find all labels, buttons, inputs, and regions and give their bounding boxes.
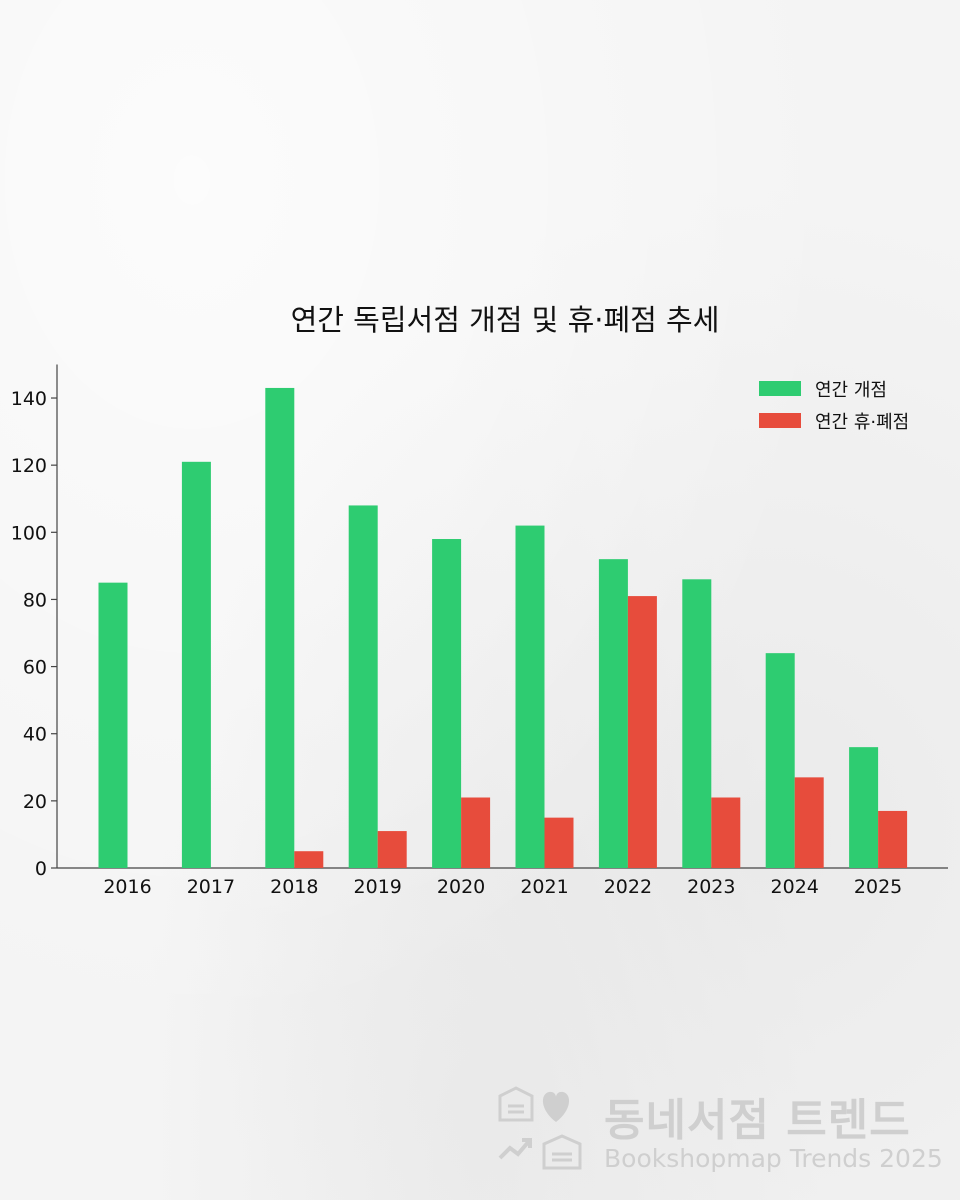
y-tick-label: 140 — [11, 388, 47, 410]
x-tick-label: 2020 — [437, 876, 485, 898]
bar-closures-2023 — [711, 797, 741, 868]
y-tick-label: 120 — [11, 455, 47, 477]
trend-arrow-icon — [498, 1138, 532, 1160]
bar-openings-2025 — [849, 747, 879, 868]
bar-openings-2017 — [181, 461, 211, 868]
x-tick-label: 2017 — [187, 876, 235, 898]
bar-openings-2020 — [432, 539, 462, 868]
y-tick-label: 60 — [23, 657, 47, 679]
bar-closures-2022 — [627, 596, 657, 868]
bar-closures-2021 — [544, 817, 574, 868]
bar-openings-2021 — [515, 525, 545, 868]
axes: 0 20 40 60 80 100 120 140 2016 2017 2018 2019 2020 20… — [11, 364, 948, 898]
bar-closures-2025 — [878, 810, 908, 868]
bar-closures-2018 — [294, 851, 324, 868]
bar-closures-2020 — [461, 797, 491, 868]
bar-openings-2016 — [98, 582, 128, 868]
x-tick-label: 2021 — [520, 876, 568, 898]
bar-closures-2019 — [377, 831, 407, 868]
bar-closures-2024 — [794, 777, 824, 868]
y-tick-label: 40 — [23, 724, 47, 746]
x-tick-label: 2018 — [270, 876, 318, 898]
bar-openings-2019 — [348, 505, 378, 868]
x-tick-label: 2023 — [687, 876, 735, 898]
bar-openings-2018 — [265, 387, 295, 868]
bookshop-icon — [542, 1134, 582, 1170]
bookshop-icon — [498, 1086, 534, 1122]
watermark-title: 동네서점 트렌드 — [604, 1095, 911, 1146]
watermark: 동네서점 트렌드 Bookshopmap Trends 2025 — [496, 1084, 943, 1174]
y-tick-label: 80 — [23, 589, 47, 611]
x-tick-label: 2019 — [354, 876, 402, 898]
x-tick-label: 2022 — [604, 876, 652, 898]
chart-title: 연간 독립서점 개점 및 휴·폐점 추세 — [291, 303, 720, 337]
heart-icon — [542, 1091, 570, 1122]
bar-openings-2024 — [765, 653, 795, 868]
y-tick-label: 20 — [23, 791, 47, 813]
bars — [98, 387, 908, 868]
x-tick-label: 2016 — [103, 876, 151, 898]
legend-swatch — [759, 413, 801, 428]
bar-openings-2023 — [682, 579, 712, 868]
y-tick-label: 0 — [35, 858, 47, 880]
y-tick-label: 100 — [11, 522, 47, 544]
legend-label: 연간 휴·폐점 — [815, 412, 909, 433]
legend-swatch — [759, 381, 801, 396]
watermark-subtitle: Bookshopmap Trends 2025 — [604, 1144, 943, 1173]
legend-label: 연간 개점 — [815, 380, 887, 401]
x-tick-label: 2025 — [854, 876, 902, 898]
bar-openings-2022 — [598, 559, 628, 868]
x-tick-label: 2024 — [771, 876, 819, 898]
